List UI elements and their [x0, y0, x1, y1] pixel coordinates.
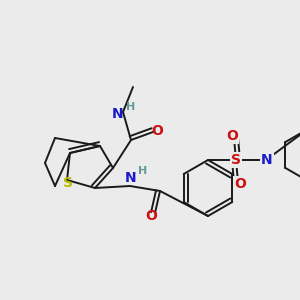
Text: S: S	[63, 176, 73, 190]
Text: S: S	[231, 153, 241, 167]
Text: O: O	[151, 124, 163, 138]
Text: O: O	[226, 129, 238, 143]
Text: H: H	[138, 166, 148, 176]
Text: O: O	[234, 177, 246, 191]
Text: N: N	[112, 107, 124, 121]
Text: N: N	[125, 171, 137, 185]
Text: H: H	[126, 102, 136, 112]
Text: O: O	[145, 209, 157, 223]
Text: N: N	[261, 153, 273, 167]
